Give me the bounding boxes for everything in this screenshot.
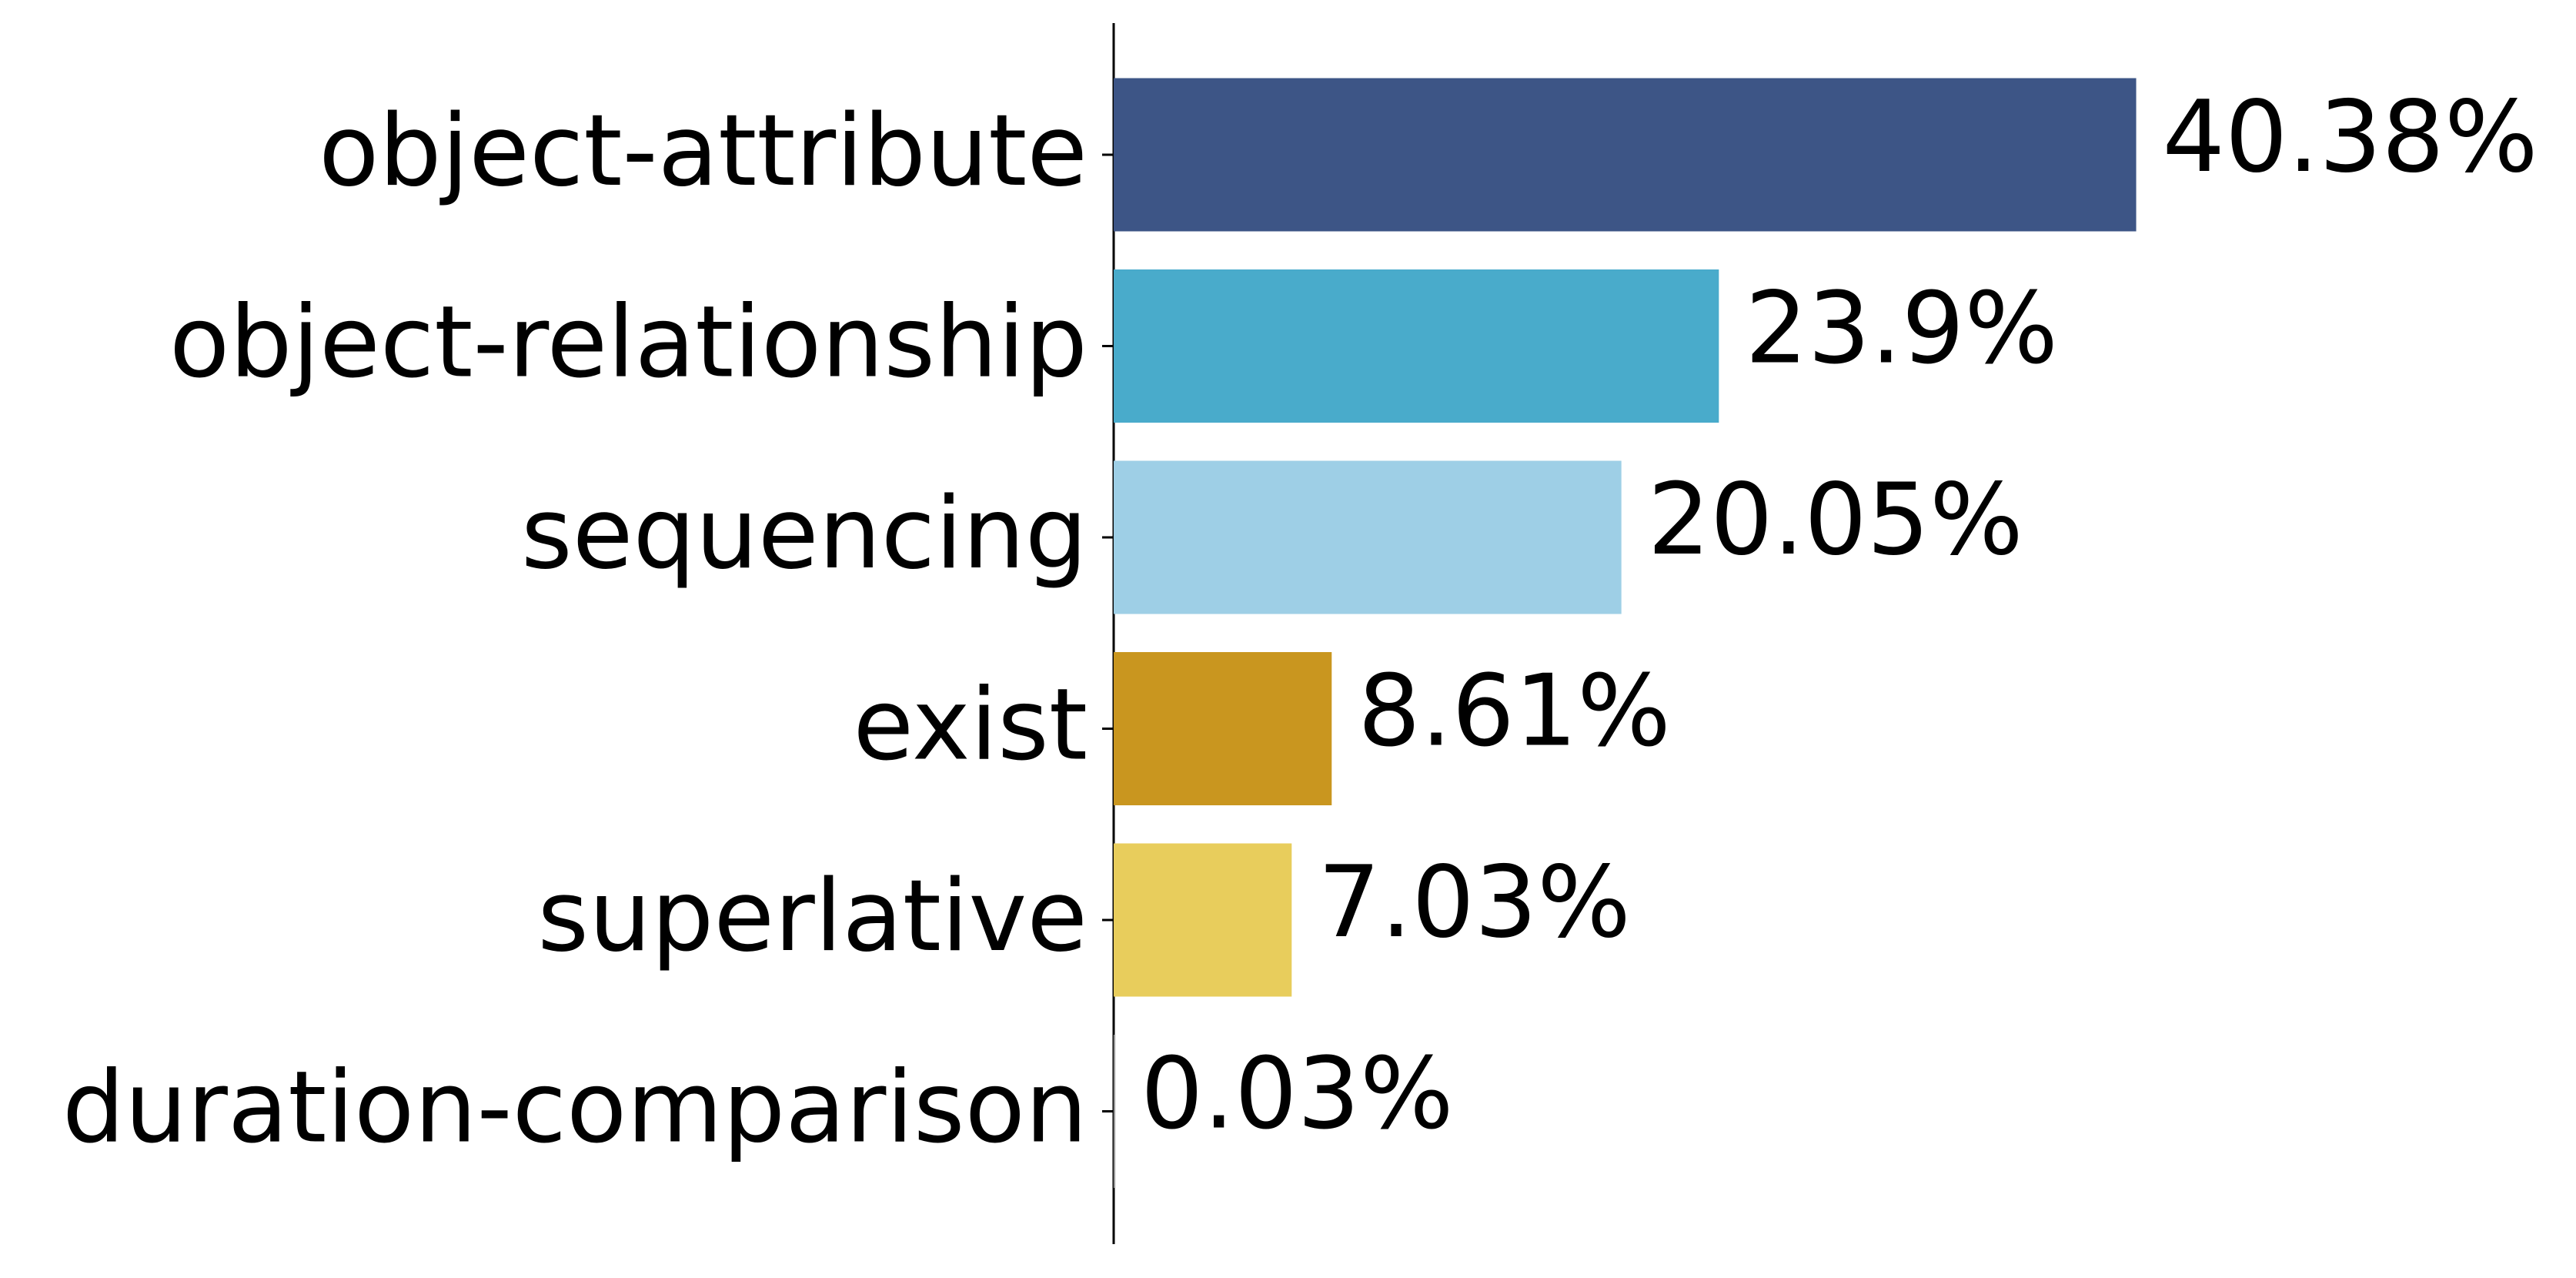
bar	[1114, 652, 1332, 805]
value-label: 7.03%	[1318, 845, 1631, 960]
value-label: 8.61%	[1358, 654, 1671, 769]
y-tick-label: exist	[853, 668, 1088, 783]
value-label: 0.03%	[1141, 1037, 1454, 1152]
y-tick-label: sequencing	[521, 477, 1088, 591]
value-label: 23.9%	[1745, 272, 2058, 386]
value-label: 40.38%	[2163, 80, 2538, 195]
value-label: 20.05%	[1648, 463, 2023, 577]
bar	[1114, 460, 1622, 614]
bar	[1114, 78, 2137, 232]
y-tick-label: superlative	[537, 859, 1088, 974]
bar	[1114, 843, 1292, 997]
y-tick-label: duration-comparison	[62, 1051, 1088, 1166]
y-tick-label: object-relationship	[169, 286, 1088, 400]
bar	[1114, 269, 1719, 423]
y-tick-label: object-attribute	[319, 94, 1088, 209]
